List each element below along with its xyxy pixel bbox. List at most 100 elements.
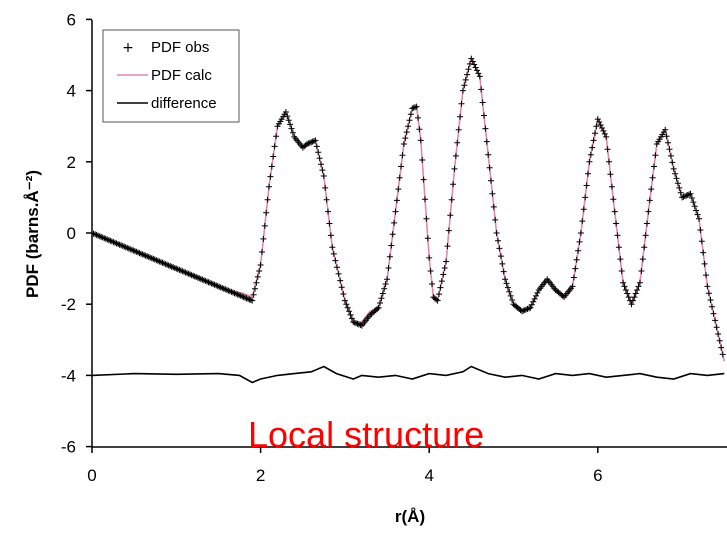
pdf-obs-point: [577, 230, 584, 236]
pdf-obs-point: [318, 161, 324, 168]
pdf-obs-point: [377, 300, 383, 306]
pdf-obs-point: [402, 135, 409, 142]
pdf-obs-point: [680, 193, 687, 200]
pdf-obs-point: [338, 284, 345, 291]
pdf-obs-point: [531, 295, 538, 302]
y-tick-label: -6: [61, 438, 76, 457]
pdf-obs-point: [323, 196, 330, 203]
pdf-obs-point: [256, 268, 263, 274]
pdf-obs-point: [465, 66, 472, 73]
pdf-obs-point: [260, 235, 267, 242]
pdf-obs-point: [665, 139, 671, 146]
pdf-obs-point: [427, 268, 434, 274]
pdf-obs-point: [503, 280, 510, 287]
pdf-obs-point: [471, 61, 478, 68]
pdf-obs-point: [385, 265, 392, 271]
series-difference-line: [92, 365, 725, 384]
pdf-obs-point: [509, 297, 516, 303]
pdf-obs-point: [417, 137, 424, 144]
pdf-obs-point: [285, 117, 292, 124]
pdf-obs-point: [332, 257, 339, 264]
pdf-obs-point: [662, 126, 669, 133]
pdf-obs-point: [388, 242, 395, 249]
pdf-obs-point: [337, 277, 344, 284]
pdf-obs-point: [673, 175, 680, 182]
legend-label: PDF calc: [151, 67, 212, 84]
pdf-obs-point: [488, 177, 494, 184]
pdf-obs-point: [250, 291, 257, 298]
pdf-obs-point: [374, 305, 381, 312]
pdf-obs-point: [716, 337, 723, 344]
pdf-obs-point: [710, 310, 717, 317]
pdf-obs-point: [497, 253, 504, 260]
y-tick-label: -2: [61, 295, 76, 314]
pdf-obs-point: [572, 265, 579, 272]
pdf-obs-point: [472, 64, 479, 71]
pdf-obs-point: [311, 138, 317, 144]
pdf-obs-point: [479, 99, 486, 106]
pdf-obs-point: [320, 173, 327, 179]
pdf-obs-point: [622, 287, 629, 293]
pdf-obs-point: [489, 190, 496, 197]
pdf-obs-point: [348, 315, 355, 322]
pdf-obs-point: [263, 209, 270, 216]
x-ticks: 0 2 4 6: [87, 447, 603, 485]
pdf-obs-point: [304, 141, 310, 147]
pdf-obs-point: [481, 112, 487, 119]
x-tick-label: 0: [87, 466, 96, 485]
pdf-obs-point: [457, 113, 464, 120]
pdf-obs-point: [704, 283, 711, 290]
x-tick-label: 6: [593, 466, 602, 485]
pdf-obs-point: [604, 146, 611, 153]
pdf-obs-point: [533, 292, 539, 299]
pdf-obs-point: [267, 173, 274, 180]
pdf-obs-point: [631, 294, 638, 301]
pdf-obs-point: [464, 71, 471, 78]
pdf-obs-point: [530, 298, 537, 305]
pdf-obs-point: [399, 152, 406, 159]
pdf-obs-point: [476, 73, 483, 80]
pdf-obs-point: [308, 139, 315, 146]
pdf-obs-point: [273, 133, 280, 140]
pdf-obs-point: [705, 290, 712, 297]
pdf-obs-point: [322, 184, 329, 191]
pdf-obs-point: [593, 123, 600, 130]
pdf-obs-point: [696, 215, 702, 222]
legend: + PDF obs PDF calc difference: [102, 29, 240, 123]
pdf-obs-point: [713, 324, 720, 331]
pdf-obs-point: [344, 304, 351, 311]
pdf-obs-point: [334, 264, 340, 271]
pdf-obs-point: [597, 122, 604, 128]
pdf-obs-point: [436, 291, 442, 298]
pdf-obs-point: [709, 303, 715, 310]
pdf-obs-point: [681, 193, 688, 200]
pdf-obs-point: [641, 244, 648, 251]
pdf-obs-point: [240, 294, 247, 301]
pdf-obs-point: [636, 279, 643, 286]
legend-item-difference: difference: [117, 95, 217, 112]
pdf-obs-point: [429, 281, 435, 287]
pdf-obs-point: [437, 284, 444, 291]
pdf-obs-point: [403, 129, 410, 136]
pdf-obs-point: [646, 197, 653, 204]
y-axis-title: PDF (barns.Å⁻²): [23, 170, 42, 298]
pdf-obs-point: [391, 219, 398, 226]
pdf-obs-point: [570, 274, 577, 281]
pdf-obs-point: [698, 238, 705, 245]
pdf-obs-point: [284, 113, 291, 120]
pdf-obs-point: [306, 139, 313, 146]
pdf-obs-point: [573, 256, 580, 263]
pdf-obs-point: [326, 220, 333, 227]
pdf-obs-point: [445, 227, 452, 234]
pdf-obs-point: [413, 103, 420, 110]
pdf-obs-point: [620, 279, 627, 286]
pdf-obs-point: [455, 126, 462, 133]
pdf-obs-point: [651, 163, 657, 170]
pdf-obs-point: [354, 320, 361, 327]
pdf-obs-point: [434, 297, 441, 304]
pdf-obs-point: [433, 296, 440, 303]
pdf-obs-point: [340, 291, 347, 297]
y-tick-label: 0: [67, 224, 76, 243]
pdf-obs-point: [447, 212, 454, 219]
pdf-obs-point: [628, 301, 635, 308]
